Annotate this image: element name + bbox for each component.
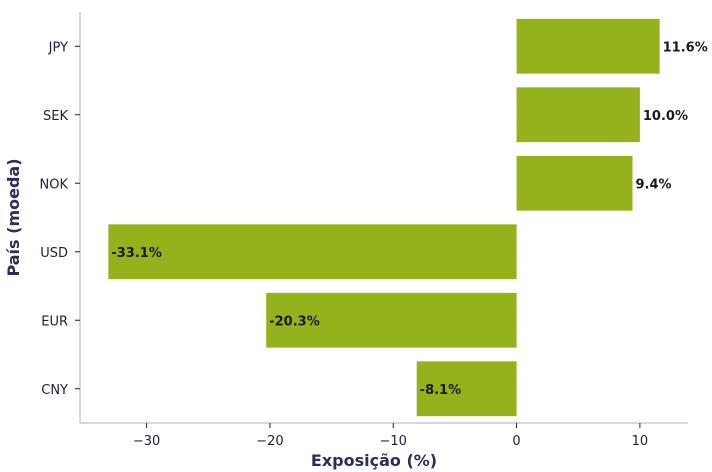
y-tick-label: USD: [40, 246, 68, 261]
x-tick-label: −20: [256, 434, 283, 449]
x-tick-label: −10: [380, 434, 407, 449]
x-tick-label: −30: [133, 434, 160, 449]
bar-value-label: 9.4%: [636, 177, 672, 192]
y-tick-label: EUR: [41, 314, 68, 329]
y-tick-label: JPY: [48, 40, 68, 55]
bar-jpy: [516, 18, 660, 74]
bar-sek: [516, 87, 640, 143]
x-tick-label: 0: [512, 434, 520, 449]
bars-group: [108, 18, 660, 417]
x-axis-title: Exposição (%): [311, 451, 437, 470]
bar-value-label: -33.1%: [111, 246, 162, 261]
y-tick-label: NOK: [40, 177, 69, 192]
bar-eur: [266, 292, 517, 348]
y-ticks-group: JPY SEK NOK USD EUR CNY: [40, 40, 80, 398]
bar-cny: [416, 361, 517, 417]
bar-usd: [108, 224, 517, 280]
bar-labels-group: 11.6% 10.0% 9.4% -33.1% -20.3% -8.1%: [111, 40, 707, 398]
bar-value-label: 11.6%: [663, 40, 708, 55]
x-ticks-group: −30 −20 −10 0 10: [133, 423, 648, 449]
x-tick-label: 10: [632, 434, 649, 449]
y-axis-title: País (moeda): [4, 158, 23, 276]
bar-value-label: -8.1%: [420, 383, 461, 398]
bar-value-label: 10.0%: [643, 109, 688, 124]
bar-value-label: -20.3%: [269, 314, 320, 329]
y-tick-label: CNY: [41, 383, 68, 398]
y-tick-label: SEK: [43, 109, 68, 124]
bar-nok: [516, 155, 633, 211]
